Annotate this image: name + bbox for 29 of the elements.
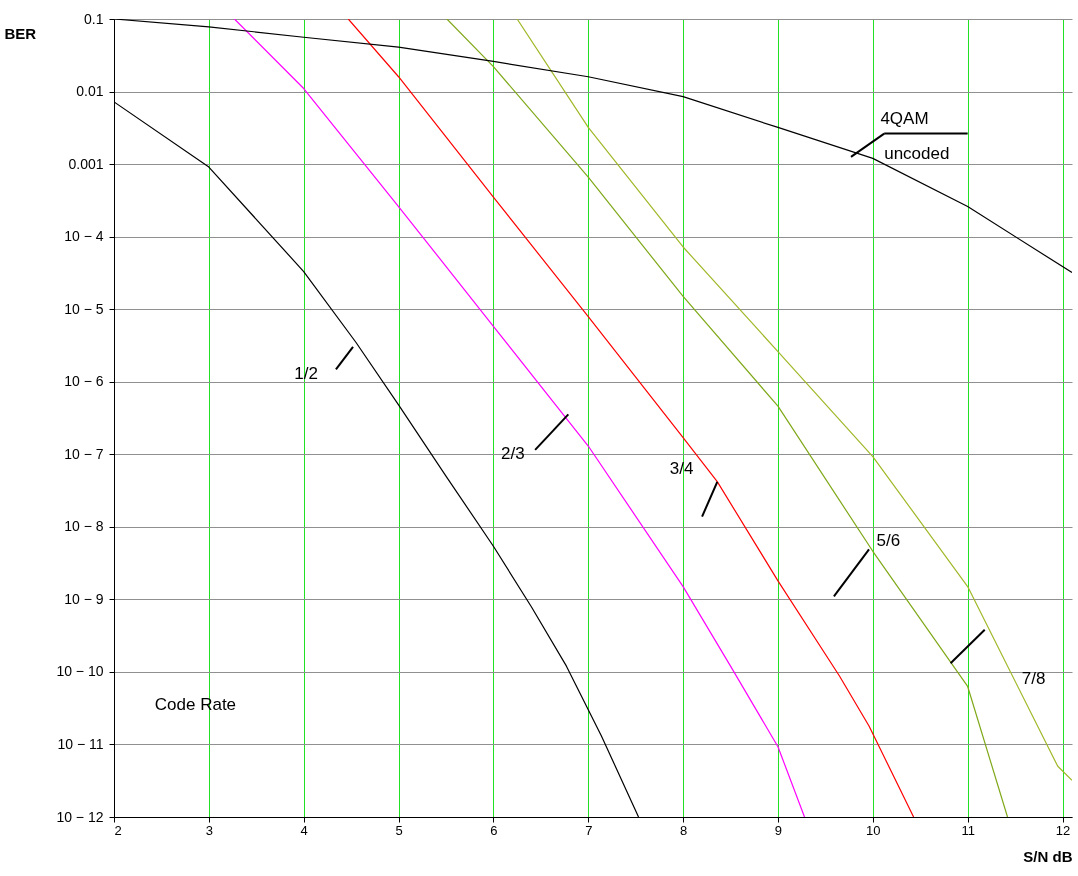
y-tick-label: 10 − 10	[56, 663, 104, 680]
text: 2/3	[500, 443, 525, 463]
y-tick-label: 10 − 9	[64, 590, 104, 607]
y-axis-title: BER	[4, 24, 37, 42]
y-tick-label: 10 − 4	[64, 228, 104, 245]
legend-label: 4QAM uncoded	[880, 109, 950, 163]
y-tick-label: 10 − 12	[56, 808, 104, 825]
y-tick-label: 10 − 11	[57, 735, 104, 752]
x-tick-label: 11	[961, 822, 975, 838]
series-label: 5/6	[876, 531, 901, 551]
x-tick-label: 5	[395, 822, 403, 838]
y-tick-label: 0.001	[68, 155, 104, 172]
x-tick-label: 6	[490, 822, 498, 838]
x-tick-label: 10	[866, 822, 881, 838]
y-tick-label: 0.01	[76, 83, 104, 100]
x-tick-label: 9	[774, 822, 783, 838]
y-tick-label: 10 − 5	[64, 300, 104, 317]
y-tick-label: 0.1	[84, 10, 104, 27]
x-tick-label: 4	[300, 822, 308, 838]
x-axis-title: S/N dB	[1023, 847, 1073, 865]
series-label: 7/8	[1021, 669, 1046, 689]
x-tick-label: 7	[585, 822, 593, 838]
y-tick-label: 10 − 7	[64, 445, 104, 462]
y-tick-label: 10 − 8	[64, 518, 104, 535]
x-tick-label: 2	[114, 822, 122, 838]
x-tick-label: 3	[205, 822, 213, 838]
x-tick-label: 8	[679, 822, 688, 838]
x-tick-label: 12	[1055, 822, 1071, 838]
y-tick-label: 10 − 6	[64, 373, 104, 390]
